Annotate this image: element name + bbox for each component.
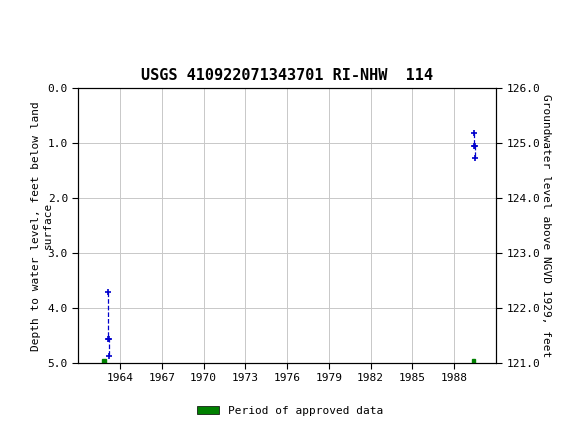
Y-axis label: Depth to water level, feet below land
surface: Depth to water level, feet below land su… — [31, 101, 53, 350]
Title: USGS 410922071343701 RI-NHW  114: USGS 410922071343701 RI-NHW 114 — [141, 68, 433, 83]
Text: ≈USGS: ≈USGS — [3, 13, 90, 33]
Bar — [472, 359, 476, 363]
Legend: Period of approved data: Period of approved data — [193, 401, 387, 420]
Bar — [102, 359, 106, 363]
Y-axis label: Groundwater level above NGVD 1929, feet: Groundwater level above NGVD 1929, feet — [541, 94, 550, 357]
